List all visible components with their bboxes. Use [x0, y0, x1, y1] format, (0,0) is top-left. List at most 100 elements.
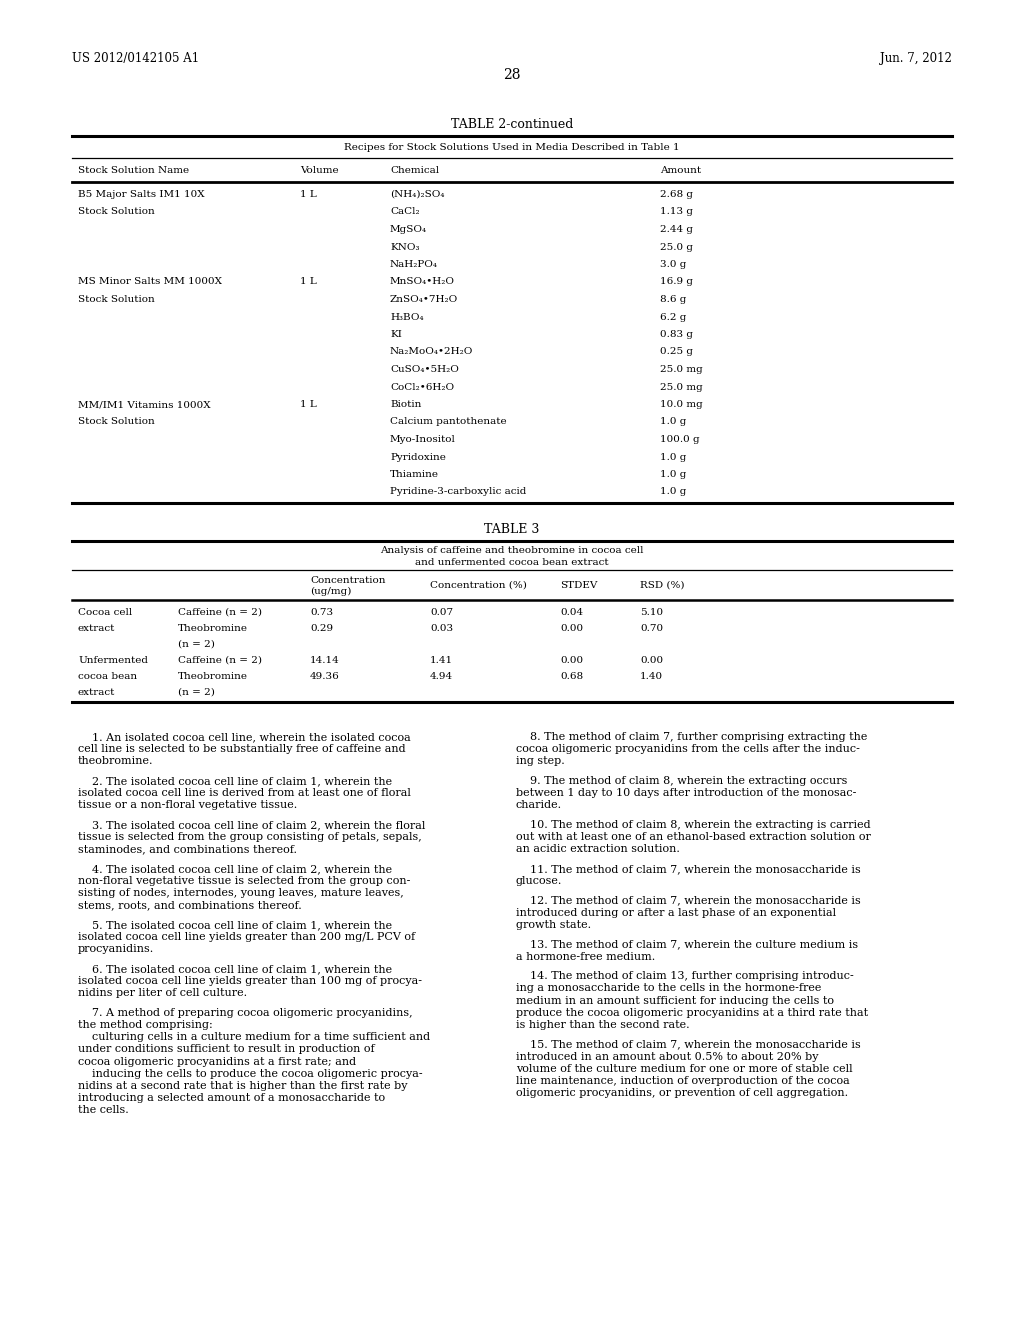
Text: cell line is selected to be substantially free of caffeine and: cell line is selected to be substantiall…	[78, 744, 406, 754]
Text: TABLE 3: TABLE 3	[484, 523, 540, 536]
Text: inducing the cells to produce the cocoa oligomeric procya-: inducing the cells to produce the cocoa …	[78, 1069, 423, 1078]
Text: STDEV: STDEV	[560, 581, 597, 590]
Text: staminodes, and combinations thereof.: staminodes, and combinations thereof.	[78, 845, 297, 854]
Text: 5.10: 5.10	[640, 609, 664, 616]
Text: introduced during or after a last phase of an exponential: introduced during or after a last phase …	[516, 908, 837, 917]
Text: 1.41: 1.41	[430, 656, 454, 665]
Text: 0.70: 0.70	[640, 624, 664, 634]
Text: 0.29: 0.29	[310, 624, 333, 634]
Text: Amount: Amount	[660, 166, 701, 176]
Text: 4. The isolated cocoa cell line of claim 2, wherein the: 4. The isolated cocoa cell line of claim…	[78, 863, 392, 874]
Text: 2. The isolated cocoa cell line of claim 1, wherein the: 2. The isolated cocoa cell line of claim…	[78, 776, 392, 785]
Text: Theobromine: Theobromine	[178, 624, 248, 634]
Text: Biotin: Biotin	[390, 400, 421, 409]
Text: 7. A method of preparing cocoa oligomeric procyanidins,: 7. A method of preparing cocoa oligomeri…	[78, 1007, 413, 1018]
Text: 8.6 g: 8.6 g	[660, 294, 686, 304]
Text: TABLE 2-continued: TABLE 2-continued	[451, 117, 573, 131]
Text: 15. The method of claim 7, wherein the monosaccharide is: 15. The method of claim 7, wherein the m…	[516, 1039, 861, 1049]
Text: extract: extract	[78, 688, 116, 697]
Text: Pyridoxine: Pyridoxine	[390, 453, 445, 462]
Text: cocoa bean: cocoa bean	[78, 672, 137, 681]
Text: Thiamine: Thiamine	[390, 470, 439, 479]
Text: 0.68: 0.68	[560, 672, 583, 681]
Text: 1.0 g: 1.0 g	[660, 417, 686, 426]
Text: Volume: Volume	[300, 166, 339, 176]
Text: growth state.: growth state.	[516, 920, 591, 929]
Text: the cells.: the cells.	[78, 1105, 129, 1115]
Text: Concentration (%): Concentration (%)	[430, 581, 527, 590]
Text: 1. An isolated cocoa cell line, wherein the isolated cocoa: 1. An isolated cocoa cell line, wherein …	[78, 733, 411, 742]
Text: ing a monosaccharide to the cells in the hormone-free: ing a monosaccharide to the cells in the…	[516, 983, 821, 994]
Text: 12. The method of claim 7, wherein the monosaccharide is: 12. The method of claim 7, wherein the m…	[516, 895, 861, 906]
Text: Pyridine-3-carboxylic acid: Pyridine-3-carboxylic acid	[390, 487, 526, 496]
Text: Myo-Inositol: Myo-Inositol	[390, 436, 456, 444]
Text: 25.0 g: 25.0 g	[660, 243, 693, 252]
Text: medium in an amount sufficient for inducing the cells to: medium in an amount sufficient for induc…	[516, 995, 834, 1006]
Text: 1.40: 1.40	[640, 672, 664, 681]
Text: 10.0 mg: 10.0 mg	[660, 400, 702, 409]
Text: nidins at a second rate that is higher than the first rate by: nidins at a second rate that is higher t…	[78, 1081, 408, 1090]
Text: H₃BO₄: H₃BO₄	[390, 313, 424, 322]
Text: US 2012/0142105 A1: US 2012/0142105 A1	[72, 51, 199, 65]
Text: 1.0 g: 1.0 g	[660, 470, 686, 479]
Text: 0.00: 0.00	[560, 656, 583, 665]
Text: Jun. 7, 2012: Jun. 7, 2012	[880, 51, 952, 65]
Text: 1.0 g: 1.0 g	[660, 453, 686, 462]
Text: Theobromine: Theobromine	[178, 672, 248, 681]
Text: cocoa oligomeric procyanidins from the cells after the induc-: cocoa oligomeric procyanidins from the c…	[516, 744, 860, 754]
Text: (ug/mg): (ug/mg)	[310, 587, 351, 597]
Text: 0.00: 0.00	[640, 656, 664, 665]
Text: 14. The method of claim 13, further comprising introduc-: 14. The method of claim 13, further comp…	[516, 972, 854, 981]
Text: MnSO₄•H₂O: MnSO₄•H₂O	[390, 277, 455, 286]
Text: MS Minor Salts MM 1000X: MS Minor Salts MM 1000X	[78, 277, 222, 286]
Text: MgSO₄: MgSO₄	[390, 224, 427, 234]
Text: KI: KI	[390, 330, 401, 339]
Text: and unfermented cocoa bean extract: and unfermented cocoa bean extract	[415, 558, 609, 568]
Text: theobromine.: theobromine.	[78, 756, 154, 767]
Text: 2.68 g: 2.68 g	[660, 190, 693, 199]
Text: Stock Solution: Stock Solution	[78, 417, 155, 426]
Text: 13. The method of claim 7, wherein the culture medium is: 13. The method of claim 7, wherein the c…	[516, 940, 858, 949]
Text: volume of the culture medium for one or more of stable cell: volume of the culture medium for one or …	[516, 1064, 853, 1074]
Text: culturing cells in a culture medium for a time sufficient and: culturing cells in a culture medium for …	[78, 1032, 430, 1041]
Text: NaH₂PO₄: NaH₂PO₄	[390, 260, 438, 269]
Text: CuSO₄•5H₂O: CuSO₄•5H₂O	[390, 366, 459, 374]
Text: 9. The method of claim 8, wherein the extracting occurs: 9. The method of claim 8, wherein the ex…	[516, 776, 848, 785]
Text: Analysis of caffeine and theobromine in cocoa cell: Analysis of caffeine and theobromine in …	[380, 546, 644, 554]
Text: produce the cocoa oligomeric procyanidins at a third rate that: produce the cocoa oligomeric procyanidin…	[516, 1007, 868, 1018]
Text: 1.13 g: 1.13 g	[660, 207, 693, 216]
Text: Calcium pantothenate: Calcium pantothenate	[390, 417, 507, 426]
Text: 0.03: 0.03	[430, 624, 454, 634]
Text: the method comprising:: the method comprising:	[78, 1020, 213, 1030]
Text: 28: 28	[503, 69, 521, 82]
Text: sisting of nodes, internodes, young leaves, mature leaves,: sisting of nodes, internodes, young leav…	[78, 888, 403, 898]
Text: oligomeric procyanidins, or prevention of cell aggregation.: oligomeric procyanidins, or prevention o…	[516, 1088, 848, 1098]
Text: CoCl₂•6H₂O: CoCl₂•6H₂O	[390, 383, 454, 392]
Text: an acidic extraction solution.: an acidic extraction solution.	[516, 845, 680, 854]
Text: procyanidins.: procyanidins.	[78, 944, 155, 954]
Text: 14.14: 14.14	[310, 656, 340, 665]
Text: Cocoa cell: Cocoa cell	[78, 609, 132, 616]
Text: 25.0 mg: 25.0 mg	[660, 366, 702, 374]
Text: (n = 2): (n = 2)	[178, 688, 215, 697]
Text: is higher than the second rate.: is higher than the second rate.	[516, 1020, 689, 1030]
Text: Stock Solution: Stock Solution	[78, 294, 155, 304]
Text: (NH₄)₂SO₄: (NH₄)₂SO₄	[390, 190, 444, 199]
Text: 0.73: 0.73	[310, 609, 333, 616]
Text: introducing a selected amount of a monosaccharide to: introducing a selected amount of a monos…	[78, 1093, 385, 1104]
Text: 0.83 g: 0.83 g	[660, 330, 693, 339]
Text: charide.: charide.	[516, 800, 562, 810]
Text: Concentration: Concentration	[310, 576, 385, 585]
Text: CaCl₂: CaCl₂	[390, 207, 420, 216]
Text: isolated cocoa cell line yields greater than 200 mg/L PCV of: isolated cocoa cell line yields greater …	[78, 932, 415, 942]
Text: 1.0 g: 1.0 g	[660, 487, 686, 496]
Text: glucose.: glucose.	[516, 876, 562, 886]
Text: 3.0 g: 3.0 g	[660, 260, 686, 269]
Text: Caffeine (n = 2): Caffeine (n = 2)	[178, 609, 262, 616]
Text: 6. The isolated cocoa cell line of claim 1, wherein the: 6. The isolated cocoa cell line of claim…	[78, 964, 392, 974]
Text: (n = 2): (n = 2)	[178, 640, 215, 649]
Text: 100.0 g: 100.0 g	[660, 436, 699, 444]
Text: Na₂MoO₄•2H₂O: Na₂MoO₄•2H₂O	[390, 347, 473, 356]
Text: 1 L: 1 L	[300, 400, 316, 409]
Text: line maintenance, induction of overproduction of the cocoa: line maintenance, induction of overprodu…	[516, 1076, 850, 1086]
